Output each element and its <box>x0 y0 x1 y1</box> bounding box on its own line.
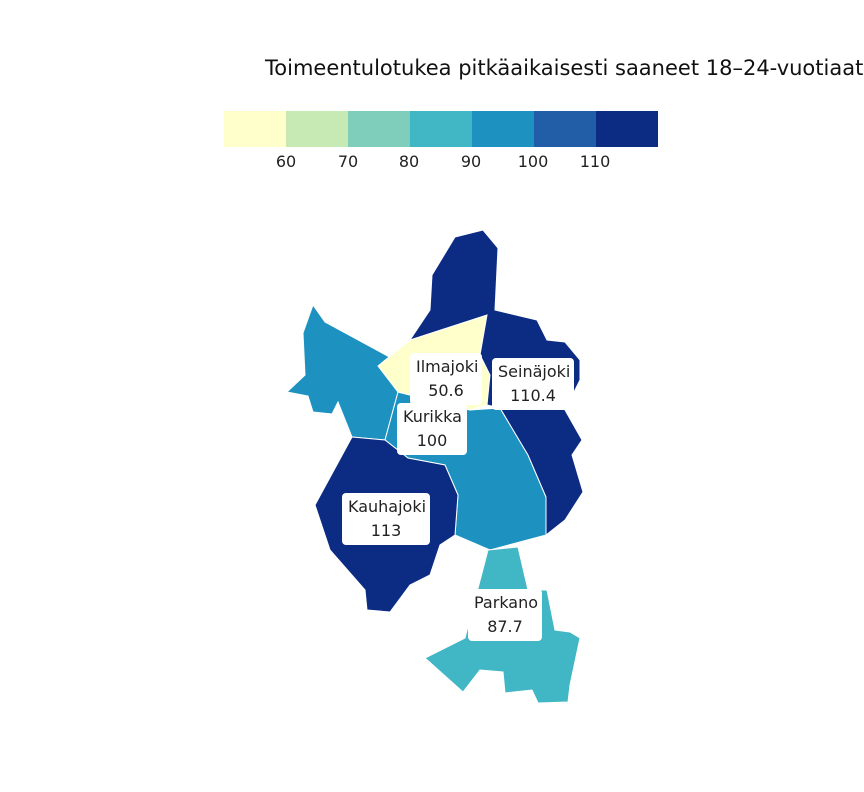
color-legend <box>224 111 658 147</box>
region-name: Kauhajoki <box>348 497 427 516</box>
label-parkano: Parkano 87.7 <box>468 589 542 641</box>
legend-swatch-5 <box>472 111 534 147</box>
legend-tick: 60 <box>275 152 297 171</box>
legend-swatch-3 <box>348 111 410 147</box>
region-value: 113 <box>370 521 402 540</box>
region-west[interactable] <box>285 303 399 441</box>
legend-tick: 80 <box>398 152 420 171</box>
region-value: 110.4 <box>510 386 556 405</box>
map-title: Toimeentulotukea pitkäaikaisesti saaneet… <box>265 56 864 80</box>
legend-swatch-6 <box>534 111 596 147</box>
legend-swatch-1 <box>224 111 286 147</box>
region-name: Seinäjoki <box>498 362 571 381</box>
label-kauhajoki: Kauhajoki 113 <box>342 493 430 545</box>
region-name: Kurikka <box>403 407 462 426</box>
label-ilmajoki: Ilmajoki 50.6 <box>410 353 482 405</box>
legend-tick: 70 <box>337 152 359 171</box>
label-seinajoki: Seinäjoki 110.4 <box>492 358 574 410</box>
region-value: 87.7 <box>487 617 523 636</box>
legend-swatch-4 <box>410 111 472 147</box>
legend-swatch-2 <box>286 111 348 147</box>
region-value: 100 <box>416 431 448 450</box>
region-name: Ilmajoki <box>416 357 479 376</box>
legend-tick: 100 <box>517 152 549 171</box>
region-value: 50.6 <box>428 381 464 400</box>
legend-tick: 110 <box>579 152 611 171</box>
legend-tick: 90 <box>460 152 482 171</box>
legend-ticks: 60 70 80 90 100 110 <box>0 152 864 172</box>
legend-swatch-7 <box>596 111 658 147</box>
label-kurikka: Kurikka 100 <box>397 403 467 455</box>
region-name: Parkano <box>474 593 539 612</box>
